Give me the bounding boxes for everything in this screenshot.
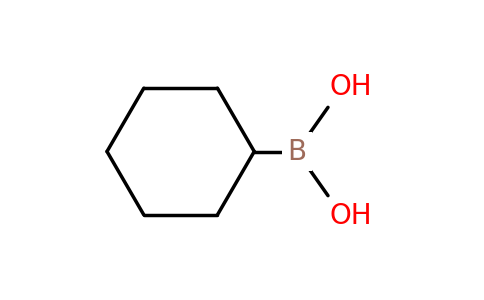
Text: OH: OH xyxy=(330,73,372,101)
Text: B: B xyxy=(287,137,306,166)
Text: OH: OH xyxy=(330,202,372,230)
